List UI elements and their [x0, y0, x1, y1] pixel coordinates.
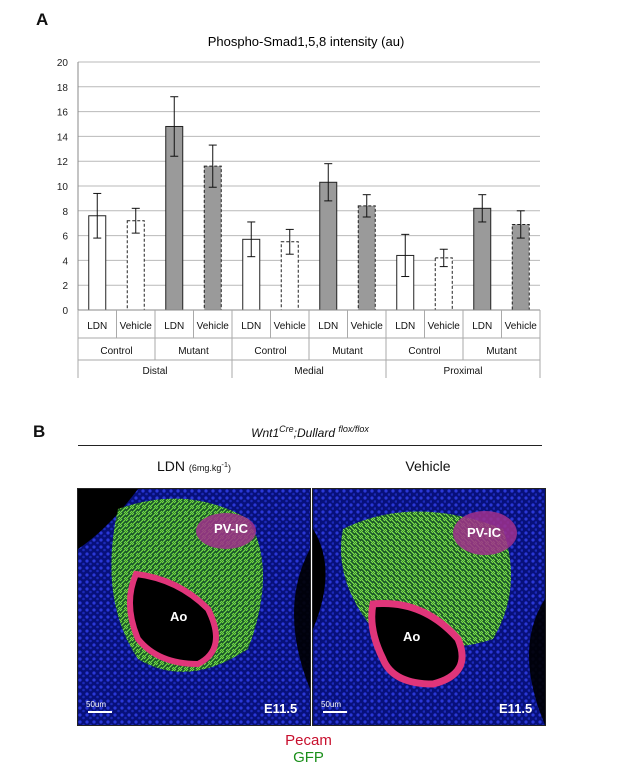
treatment-label: LDN [472, 321, 492, 332]
ldn-scale-bar [88, 711, 112, 713]
treatment-label: Vehicle [351, 321, 384, 332]
bar [126, 220, 145, 311]
y-tick-label: 20 [57, 58, 69, 69]
legend-pecam: Pecam [285, 732, 332, 749]
ldn-dose: (6mg.kg [188, 463, 222, 473]
treatment-label: Vehicle [274, 321, 307, 332]
bar [357, 205, 376, 311]
bar [203, 165, 222, 311]
treatment-label: LDN [318, 321, 338, 332]
ldn-vessel-label: Ao [170, 609, 188, 624]
y-tick-label: 4 [62, 256, 68, 267]
legend-gfp: GFP [293, 749, 324, 766]
y-tick-label: 18 [57, 83, 69, 94]
bar [319, 181, 338, 311]
genotype-divider [78, 445, 542, 446]
y-tick-label: 0 [62, 306, 68, 317]
genotype-label: Control [408, 346, 440, 357]
vehicle-micrograph: PV-IC Ao E11.5 50um [312, 488, 546, 726]
vehicle-stage-label: E11.5 [499, 701, 533, 716]
panel-a-letter: A [36, 10, 49, 29]
chart-title: Phospho-Smad1,5,8 intensity (au) [208, 34, 405, 49]
treatment-label: Vehicle [120, 321, 153, 332]
bar [473, 207, 492, 311]
y-tick-label: 12 [57, 157, 69, 168]
genotype-label: Control [100, 346, 132, 357]
treatment-label: LDN [395, 321, 415, 332]
genotype-label: Mutant [486, 346, 517, 357]
y-tick-label: 6 [62, 232, 68, 243]
ldn-title: LDN [156, 458, 185, 474]
genotype-label: Control [254, 346, 286, 357]
vehicle-vessel-label: Ao [403, 629, 421, 644]
genotype-label: Mutant [332, 346, 363, 357]
genotype-part: ;Dullard [293, 426, 339, 440]
ldn-scale-label: 50um [86, 700, 107, 709]
ldn-stage-label: E11.5 [264, 701, 298, 716]
y-tick-label: 14 [57, 132, 69, 143]
genotype-superscript: Cre [279, 424, 294, 434]
panel-b-letter: B [33, 422, 46, 441]
treatment-label: LDN [241, 321, 261, 332]
genotype-label: Wnt1Cre;Dullard flox/flox [78, 424, 542, 440]
genotype-part: Wnt1 [251, 426, 280, 440]
genotype-superscript: flox/flox [338, 424, 369, 434]
vehicle-condition-label: Vehicle [405, 458, 451, 474]
vehicle-region-label: PV-IC [467, 525, 501, 540]
ldn-dose-sup: -1 [221, 460, 229, 469]
vehicle-micrograph-drawing [313, 489, 545, 725]
ldn-micrograph: PV-IC Ao E11.5 50um [77, 488, 311, 726]
vehicle-scale-label: 50um [321, 700, 342, 709]
treatment-label: LDN [164, 321, 184, 332]
bar [280, 241, 299, 311]
vehicle-scale-bar [323, 711, 347, 713]
y-tick-label: 8 [62, 207, 68, 218]
treatment-label: LDN [87, 321, 107, 332]
genotype-label: Mutant [178, 346, 209, 357]
treatment-label: Vehicle [428, 321, 461, 332]
treatment-label: Vehicle [197, 321, 230, 332]
ldn-region-label: PV-IC [214, 521, 248, 536]
ldn-dose-end: ) [228, 463, 232, 473]
bar-chart: Phospho-Smad1,5,8 intensity (au) 0 2 4 6 8 10… [57, 34, 541, 378]
ldn-condition-label: LDN (6mg.kg-1) [78, 458, 310, 474]
region-label: Medial [294, 366, 323, 377]
y-tick-label: 2 [62, 281, 68, 292]
ldn-micrograph-drawing [78, 489, 310, 725]
region-label: Proximal [444, 366, 483, 377]
y-tick-label: 16 [57, 108, 69, 119]
treatment-label: Vehicle [505, 321, 538, 332]
y-tick-label: 10 [57, 182, 69, 193]
region-label: Distal [142, 366, 167, 377]
